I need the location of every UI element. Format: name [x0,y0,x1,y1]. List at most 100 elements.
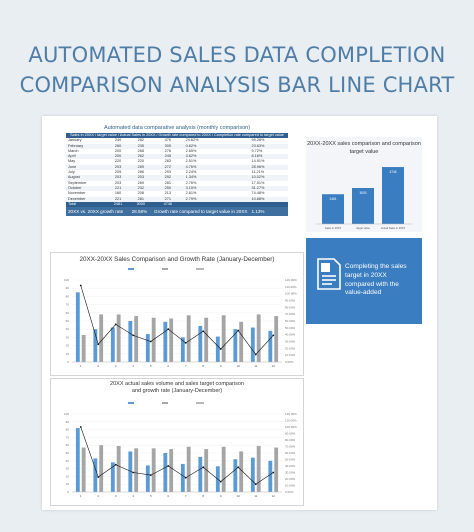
x-tick-label: 5 [150,364,152,368]
table-cell [249,201,288,208]
x-tick-label: 10 [237,494,241,498]
line-point [219,348,222,350]
table-cell: 2481 [106,201,130,208]
bar-series-1 [145,465,150,492]
table-cell: 8.16% [249,154,288,160]
x-tick-label: 5 [150,494,152,498]
bar-series-2 [116,314,121,362]
legend-swatch-2 [162,268,168,270]
line-point [272,334,275,337]
table-cell: 269 [137,180,144,185]
table-row: August 203 203 292 1.34% 10.02% [66,175,288,181]
bar-series-2 [274,316,279,362]
y-tick-label: 90 [66,286,70,290]
callout-box [306,238,422,324]
summary-chart-title: 20XX-20XX sales comparison and compariso… [307,141,421,155]
table-cell: 203 [106,175,130,181]
y2-tick-label: 70.00% [285,312,296,316]
table-cell: 3.15% [183,185,250,192]
y-tick-label: 30 [66,335,70,339]
table-cell: October [66,185,107,192]
y2-tick-label: 40.00% [285,333,296,337]
table-cell: 28.96% [249,164,288,171]
bar-series-1 [163,453,168,492]
y-tick-label: 20 [66,474,70,478]
line-point [167,328,170,331]
bar-series-1 [110,327,115,362]
bar-series-1 [145,334,150,362]
table-row: December 221 281 271 2.79% 10.68% [66,196,288,202]
table-cell: April [66,154,107,160]
table-cell: 293 [164,170,171,175]
table-row: January 240 282 476 24.62% 99.28% [66,138,288,143]
y2-tick-label: 80.00% [285,305,296,309]
table-cell: 1.34% [183,175,250,181]
table-row: February 260 235 305 0.62% 23.63% [66,143,288,149]
table-row: October 221 232 250 3.15% 31.27% [66,185,288,192]
table-cell: 10.68% [249,196,288,202]
bar-series-2 [151,317,156,362]
table-cell: 2.79% [183,196,250,202]
y-tick-label: 10 [66,352,70,356]
y-tick-label: 0 [67,490,69,494]
table-cell: 250 [152,185,184,192]
table-row: June 203 269 272 4.76% 28.96% [66,164,288,171]
bar-series-2 [274,447,279,492]
bar-series-1 [75,428,80,492]
table-cell: 240 [114,138,122,143]
bar-series-1 [110,462,115,492]
bar-series-2 [186,446,191,492]
bar-series-2 [221,446,226,492]
table-summary-row: 20XX vs. 20XX growth rate 28.58% Growth ra… [66,207,288,217]
summary-bar [382,167,404,224]
legend-swatch-1 [128,268,134,270]
x-tick-label: 11 [254,364,257,368]
table-cell: 305 [152,143,184,149]
bar-series-2 [169,318,174,362]
y2-tick-label: 90.00% [285,299,296,303]
table-cell: 11.21% [251,170,265,175]
bar-series-2 [151,448,156,492]
table-cell: 24.62% [185,138,199,143]
y2-tick-label: 100.00% [285,292,297,296]
table-cell: 4.76% [183,164,250,171]
table-cell: 235 [129,143,153,149]
summary-bar-value: 2481 [329,197,336,201]
bar-series-2 [256,314,261,362]
y-tick-label: 50 [66,451,70,455]
line-point [237,466,240,469]
table-cell: 260 [106,143,130,149]
table-cell: 4746 [152,201,184,208]
x-tick-label: 6 [167,494,169,498]
y-tick-label: 30 [66,467,70,471]
y-tick-label: 10 [66,482,70,486]
summary-bar-value: 3000 [359,191,366,195]
y2-tick-label: 10.00% [285,353,296,357]
summary-bar-label: Actual Sales in 20XX [381,226,405,230]
x-tick-label: 12 [272,364,276,368]
line-point [184,341,187,344]
bar-series-2 [204,449,209,492]
table-cell: 99.28% [251,138,265,143]
y2-tick-label: 50.00% [285,326,296,330]
table-cell: January [68,138,82,143]
legend-swatch-2 [162,402,168,404]
table-cell: 276 [164,148,171,153]
line-point [132,334,135,337]
summary-bar-chart: 2481 Sales in 20XX 3000 target value 4746 Act… [316,167,412,230]
table-cell: 232 [129,185,153,192]
x-tick-label: 9 [220,364,222,368]
table-cell: 2.24% [185,170,197,175]
bar-series-1 [215,336,220,362]
y2-tick-label: 30.00% [285,471,296,475]
table-cell: June [66,164,107,171]
bar-series-1 [128,321,133,362]
bar-series-1 [93,458,98,492]
summary-bar-label: Sales in 20XX [325,226,342,230]
table-cell: 203 [114,180,122,185]
y2-tick-label: 110.00% [285,419,297,423]
table-cell: February [66,143,107,149]
bar-series-1 [75,292,80,362]
table-cell: 17.51% [251,180,265,185]
table-cell: 220 [137,159,144,164]
